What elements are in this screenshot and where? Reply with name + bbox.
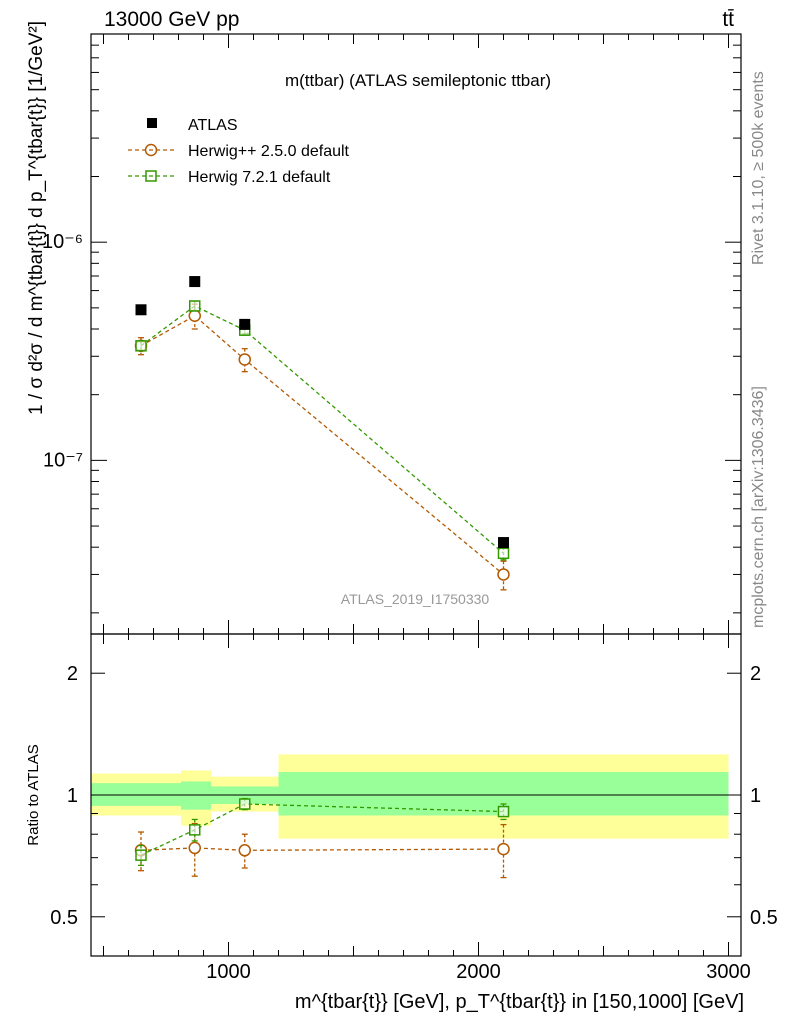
atlas-data-point: [135, 304, 147, 316]
ratio-y-axis-label: Ratio to ATLAS: [25, 744, 42, 845]
x-tick-label: 2000: [456, 961, 501, 983]
header-energy-label: 13000 GeV pp: [104, 8, 239, 31]
herwig-new-point: [189, 300, 201, 312]
ratio-herwig-new-point: [239, 798, 251, 810]
mcplots-label: mcplots.cern.ch [arXiv:1306.3436]: [750, 386, 767, 628]
herwig-new-line: [140, 305, 504, 554]
ratio-herwig-old-line: [140, 847, 504, 851]
ratio-y-tick-label-right: 0.5: [750, 907, 778, 929]
ratio-y-tick-label-right: 1: [750, 785, 761, 807]
ratio-y-tick-label-left: 2: [67, 663, 78, 685]
y-tick-label: 10⁻⁶: [42, 231, 83, 253]
atlas-data-point: [239, 318, 251, 330]
legend-marker-herwig-old: [144, 143, 158, 157]
ratio-herwig-new-point: [135, 849, 147, 861]
herwig-new-point: [135, 340, 147, 352]
header-process-label: tt̄: [722, 8, 734, 31]
herwig-old-point: [497, 568, 510, 581]
ratio-y-tick-label-right: 2: [750, 663, 761, 685]
herwig-old-point: [238, 353, 251, 366]
ratio-band-inner: [181, 781, 211, 810]
legend-label-herwig-new: Herwig 7.2.1 default: [188, 169, 331, 186]
ratio-band-inner: [91, 783, 181, 806]
atlas-data-point: [189, 276, 201, 288]
legend: ATLAS Herwig++ 2.5.0 default Herwig 7.2.…: [128, 117, 350, 186]
ratio-herwig-old-point: [497, 842, 510, 856]
ratio-herwig-new-point: [189, 824, 201, 836]
legend-marker-herwig-new: [145, 170, 157, 182]
ratio-y-tick-label-left: 1: [67, 785, 78, 807]
ratio-y-tick-label-left: 0.5: [50, 907, 78, 929]
ratio-herwig-new-line: [140, 803, 504, 856]
x-axis-label: m^{tbar{t}} [GeV], p_T^{tbar{t}} in [150…: [295, 991, 744, 1013]
x-tick-label: 1000: [206, 961, 251, 983]
legend-label-atlas: ATLAS: [188, 117, 238, 134]
herwig-old-line: [140, 314, 504, 575]
analysis-watermark: ATLAS_2019_I1750330: [341, 591, 490, 607]
x-tick-label: 3000: [706, 961, 751, 983]
main-y-axis-label: 1 / σ d²σ / d m^{tbar{t}} d p_T^{tbar{t}…: [26, 21, 47, 415]
chart-title: m(ttbar) (ATLAS semileptonic ttbar): [285, 71, 551, 90]
ratio-herwig-old-point: [238, 844, 251, 857]
legend-label-herwig-old: Herwig++ 2.5.0 default: [188, 143, 350, 160]
legend-marker-atlas: [147, 118, 157, 128]
ratio-herwig-old-point: [188, 841, 201, 855]
herwig-old-point: [188, 309, 201, 323]
ratio-herwig-new-point: [497, 805, 510, 818]
y-tick-label: 10⁻⁷: [43, 449, 83, 471]
herwig-new-point: [497, 547, 510, 560]
atlas-data-point: [498, 537, 509, 549]
ratio-panel: 1000 2000 3000 2 2 1 1 0.5 0.5: [50, 633, 778, 983]
main-panel: 10⁻⁶ 10⁻⁷: [42, 33, 742, 635]
rivet-version-label: Rivet 3.1.10, ≥ 500k events: [750, 71, 767, 265]
